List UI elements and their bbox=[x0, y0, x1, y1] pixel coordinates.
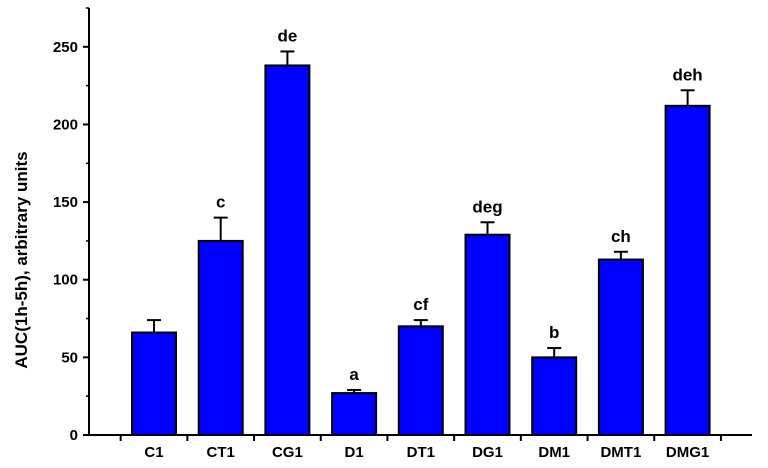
significance-label: deh bbox=[672, 65, 702, 84]
significance-label: c bbox=[216, 193, 225, 212]
y-tick-label: 150 bbox=[53, 194, 78, 211]
bar-DM1 bbox=[531, 356, 578, 437]
bar-CT1 bbox=[197, 239, 244, 436]
significance-label: de bbox=[277, 26, 297, 45]
significance-label: b bbox=[549, 323, 559, 342]
x-tick-label: DT1 bbox=[407, 444, 435, 461]
x-tick-label: CT1 bbox=[207, 444, 235, 461]
bar-C1 bbox=[131, 331, 177, 436]
x-tick-label: D1 bbox=[345, 444, 364, 461]
y-axis-title: AUC(1h-5h), arbitrary units bbox=[12, 151, 31, 368]
bar-D1 bbox=[331, 392, 378, 436]
plot-area: 0 50 100 150 200 250 C1 CT1 c CG1 de D1 a DT1 cf DG1 deg… bbox=[53, 7, 752, 461]
significance-label: deg bbox=[472, 197, 502, 216]
bar-DMT1 bbox=[597, 258, 644, 436]
x-tick-label: DG1 bbox=[472, 444, 503, 461]
x-tick-label: DMG1 bbox=[666, 444, 709, 461]
y-tick-label: 100 bbox=[53, 272, 78, 289]
y-tick-label: 200 bbox=[53, 116, 78, 133]
bar-DG1 bbox=[464, 233, 511, 436]
x-tick-label: CG1 bbox=[272, 444, 303, 461]
significance-label: a bbox=[349, 365, 359, 384]
y-tick-label: 0 bbox=[70, 427, 78, 444]
significance-label: ch bbox=[611, 227, 631, 246]
x-tick-label: C1 bbox=[144, 444, 163, 461]
bar-CG1 bbox=[264, 64, 311, 437]
bar-DMG1 bbox=[664, 104, 711, 437]
x-tick-label: DM1 bbox=[538, 444, 570, 461]
y-tick-label: 250 bbox=[53, 39, 78, 56]
x-tick-label: DMT1 bbox=[600, 444, 641, 461]
significance-label: cf bbox=[413, 295, 428, 314]
bar-DT1 bbox=[397, 325, 444, 436]
y-tick-label: 50 bbox=[61, 349, 78, 366]
